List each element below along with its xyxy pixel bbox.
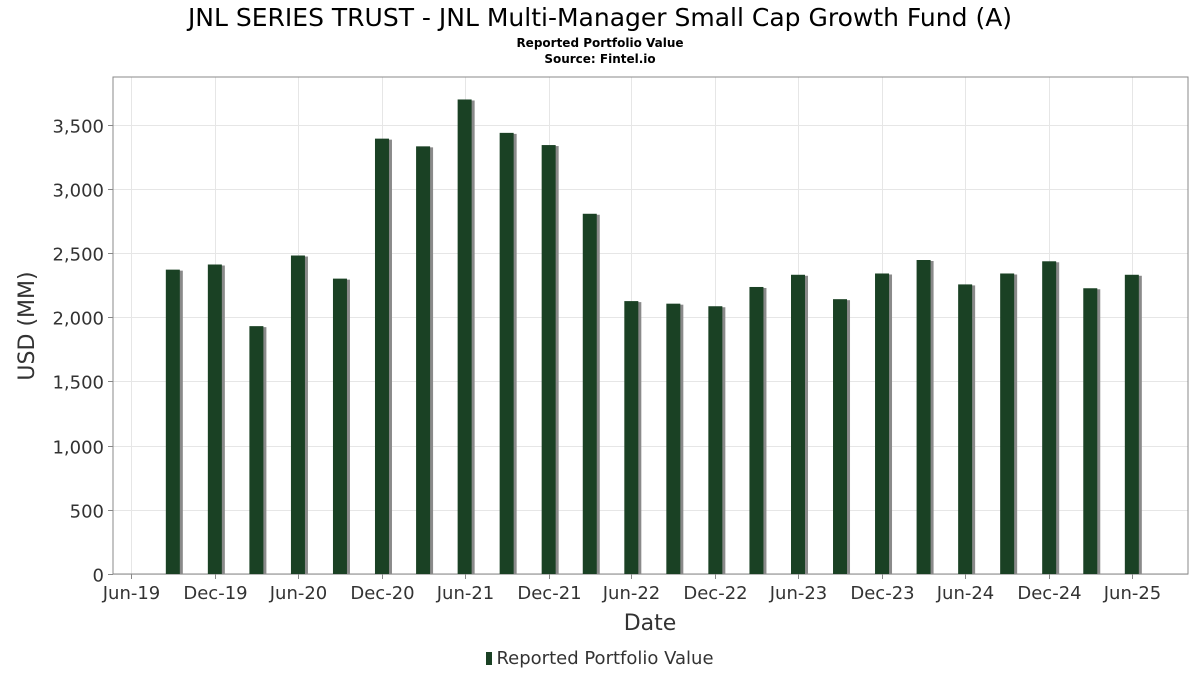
bar-fill xyxy=(207,264,222,574)
x-tick-label: Dec-19 xyxy=(183,583,247,604)
bar xyxy=(749,286,767,574)
bar xyxy=(249,326,267,574)
legend: Reported Portfolio Value xyxy=(0,647,1200,671)
bar xyxy=(666,303,684,574)
bar xyxy=(1042,261,1060,574)
bar-fill xyxy=(1083,288,1098,574)
bars xyxy=(165,99,1142,575)
bar xyxy=(374,138,392,574)
y-tick-label: 2,500 xyxy=(52,245,104,266)
plot-area xyxy=(112,76,1189,575)
x-axis: Jun-19 Dec-19 Jun-20 Dec-20 Jun-21 Dec-21 Jun-… xyxy=(102,574,1162,604)
bar-fill xyxy=(1124,274,1139,574)
bar xyxy=(207,264,225,574)
bar xyxy=(1083,288,1101,574)
bar-fill xyxy=(249,326,264,574)
y-axis-label: USD (MM) xyxy=(15,271,40,380)
x-tick-label: Jun-21 xyxy=(436,583,495,604)
x-tick-label: Dec-21 xyxy=(517,583,581,604)
x-tick-label: Jun-23 xyxy=(769,583,828,604)
y-tick-label: 1,000 xyxy=(52,438,104,459)
bar-fill xyxy=(582,213,597,575)
x-tick-label: Jun-22 xyxy=(602,583,661,604)
bar xyxy=(1124,274,1142,574)
legend-label: Reported Portfolio Value xyxy=(496,648,714,669)
bar-fill xyxy=(457,99,472,575)
bar xyxy=(1000,273,1018,574)
x-axis-label: Date xyxy=(624,611,677,636)
bar xyxy=(916,260,934,574)
bar xyxy=(499,132,517,575)
bar-fill xyxy=(290,255,305,575)
bar xyxy=(582,213,600,575)
bar-fill xyxy=(165,269,180,574)
chart-title: JNL SERIES TRUST - JNL Multi-Manager Sma… xyxy=(187,3,1013,32)
bar-fill xyxy=(1000,273,1015,574)
bar xyxy=(416,146,434,575)
y-tick-label: 2,000 xyxy=(52,309,104,330)
x-tick-label: Dec-24 xyxy=(1017,583,1081,604)
bar-fill xyxy=(624,301,639,574)
bar xyxy=(833,299,851,574)
bar xyxy=(624,301,642,574)
bar-fill xyxy=(791,274,806,574)
x-tick-label: Jun-24 xyxy=(936,583,995,604)
bar-fill xyxy=(958,284,973,574)
bar-fill xyxy=(833,299,848,574)
chart-subtitle: Reported Portfolio Value xyxy=(516,36,684,50)
bar xyxy=(708,306,726,574)
bar-fill xyxy=(416,146,431,575)
chart-source: Source: Fintel.io xyxy=(544,52,656,66)
bar xyxy=(791,274,809,574)
x-tick-label: Jun-20 xyxy=(269,583,328,604)
grid-lines xyxy=(113,77,1188,575)
bar xyxy=(165,269,183,574)
y-tick-label: 500 xyxy=(70,502,104,523)
y-tick-label: 0 xyxy=(93,566,104,587)
x-tick-label: Dec-20 xyxy=(350,583,414,604)
bar xyxy=(875,273,893,574)
bar-fill xyxy=(1042,261,1057,574)
x-tick-label: Jun-19 xyxy=(102,583,161,604)
bar xyxy=(541,145,559,574)
bar xyxy=(457,99,475,575)
y-tick-label: 1,500 xyxy=(52,373,104,394)
y-axis: 0 500 1,000 1,500 2,000 2,500 3,000 3,500 xyxy=(52,117,113,587)
legend-swatch xyxy=(486,652,493,665)
x-tick-label: Dec-23 xyxy=(850,583,914,604)
bar-fill xyxy=(541,145,556,574)
y-tick-label: 3,000 xyxy=(52,181,104,202)
bar-fill xyxy=(374,138,389,574)
x-tick-label: Jun-25 xyxy=(1103,583,1162,604)
bar-fill xyxy=(749,286,764,574)
bar-fill xyxy=(499,132,514,575)
bar-fill xyxy=(875,273,890,574)
bar xyxy=(290,255,308,575)
bar-fill xyxy=(916,260,931,574)
bar-fill xyxy=(332,278,347,574)
x-tick-label: Dec-22 xyxy=(683,583,747,604)
bar-fill xyxy=(708,306,723,574)
bar-fill xyxy=(666,303,681,574)
bar xyxy=(958,284,976,574)
bar xyxy=(332,278,350,574)
y-tick-label: 3,500 xyxy=(52,117,104,138)
